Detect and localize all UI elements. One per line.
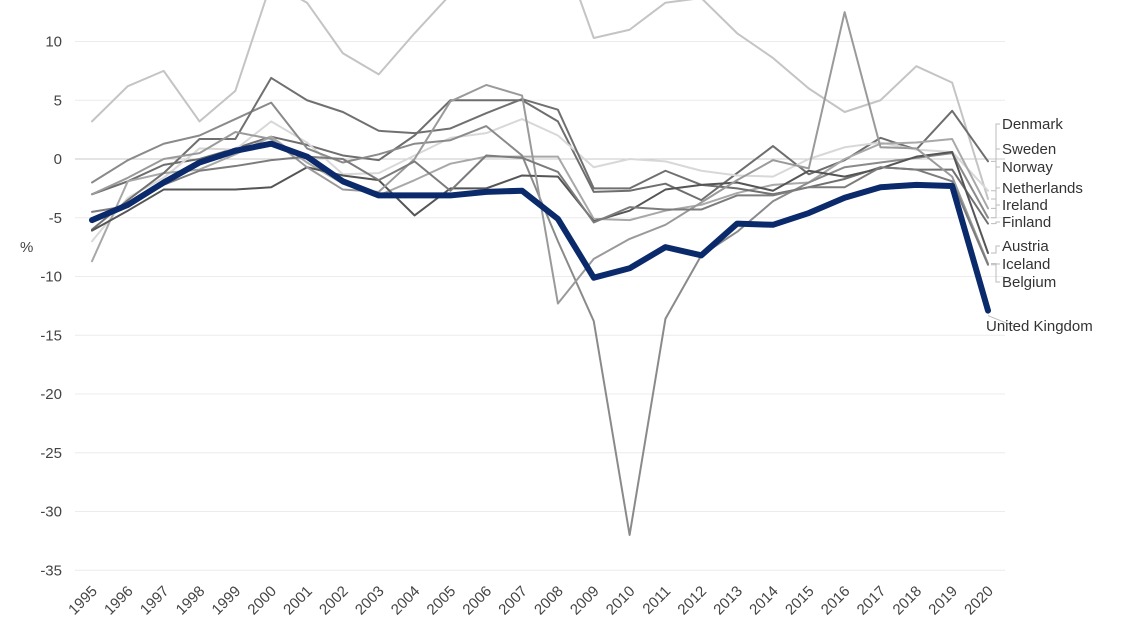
series-line-iceland	[91, 11, 989, 305]
series-label-netherlands: Netherlands	[1002, 180, 1083, 197]
x-tick-label: 2012	[674, 583, 710, 619]
x-tick-label: 2000	[244, 583, 280, 619]
x-tick-label: 2007	[495, 583, 531, 619]
series-line-finland	[91, 76, 989, 231]
series-line-austria	[91, 150, 989, 254]
y-tick-label: -30	[40, 504, 62, 521]
gridlines	[75, 41, 1005, 571]
x-tick-label: 2002	[316, 583, 352, 619]
x-tick-label: 2005	[424, 583, 460, 619]
x-tick-label: 2001	[280, 583, 316, 619]
x-tick-label: 2010	[603, 583, 639, 619]
x-tick-label: 2015	[782, 583, 818, 619]
x-tick-label: 2004	[388, 583, 424, 619]
y-tick-label: -25	[40, 445, 62, 462]
y-tick-label: 0	[54, 151, 62, 168]
x-tick-label: 1998	[173, 583, 209, 619]
x-axis-ticks: 1995 1996 1997 1998 1999 2000 2001 2002 2003 2004…	[65, 583, 997, 619]
x-tick-label: 2011	[639, 583, 674, 618]
x-tick-label: 2017	[854, 583, 890, 619]
y-tick-label: -5	[49, 210, 62, 227]
x-tick-label: 1999	[209, 583, 245, 619]
series-line-belgium	[91, 154, 989, 266]
leader-line	[991, 221, 1000, 225]
x-tick-label: 2008	[531, 583, 567, 619]
series-lines	[89, 0, 991, 536]
leader-line	[987, 315, 1016, 328]
y-tick-label: -15	[40, 327, 62, 344]
series-label-austria: Austria	[1002, 238, 1049, 255]
leader-line	[991, 245, 1000, 254]
leader-line	[991, 123, 1000, 162]
x-tick-label: 2006	[459, 583, 495, 619]
x-tick-label: 2019	[925, 583, 961, 619]
x-tick-label: 2020	[961, 583, 997, 619]
x-tick-label: 2013	[710, 583, 746, 619]
series-line-norway	[91, 0, 989, 200]
series-label-united-kingdom: United Kingdom	[986, 318, 1093, 335]
y-tick-label: 10	[45, 34, 62, 51]
y-tick-label: -20	[40, 386, 62, 403]
y-tick-label: -35	[40, 562, 62, 579]
series-line-sweden	[91, 118, 989, 243]
series-line-united-kingdom	[89, 140, 991, 314]
series-label-sweden: Sweden	[1002, 141, 1056, 158]
leader-line	[991, 166, 1000, 200]
series-label-belgium: Belgium	[1002, 274, 1056, 291]
x-tick-label: 1997	[137, 583, 173, 619]
y-axis-label: %	[20, 239, 33, 256]
series-label-finland: Finland	[1002, 214, 1051, 231]
x-tick-label: 2014	[746, 583, 782, 619]
y-tick-label: 5	[54, 92, 62, 109]
x-tick-label: 2009	[567, 583, 603, 619]
y-axis-ticks: 10 5 0 -5 -10 -15 -20 -25 -30 -35	[40, 34, 62, 580]
series-label-ireland: Ireland	[1002, 197, 1048, 214]
x-tick-label: 2016	[818, 583, 854, 619]
series-label-iceland: Iceland	[1002, 256, 1050, 273]
leader-line	[991, 204, 1000, 219]
y-tick-label: -10	[40, 269, 62, 286]
x-tick-label: 2018	[890, 583, 926, 619]
leader-line	[991, 264, 1000, 283]
series-label-denmark: Denmark	[1002, 116, 1063, 133]
x-tick-label: 2003	[352, 583, 388, 619]
leader-line	[991, 187, 1000, 209]
series-label-norway: Norway	[1002, 159, 1053, 176]
x-tick-label: 1996	[101, 583, 137, 619]
x-tick-label: 1995	[65, 583, 101, 619]
